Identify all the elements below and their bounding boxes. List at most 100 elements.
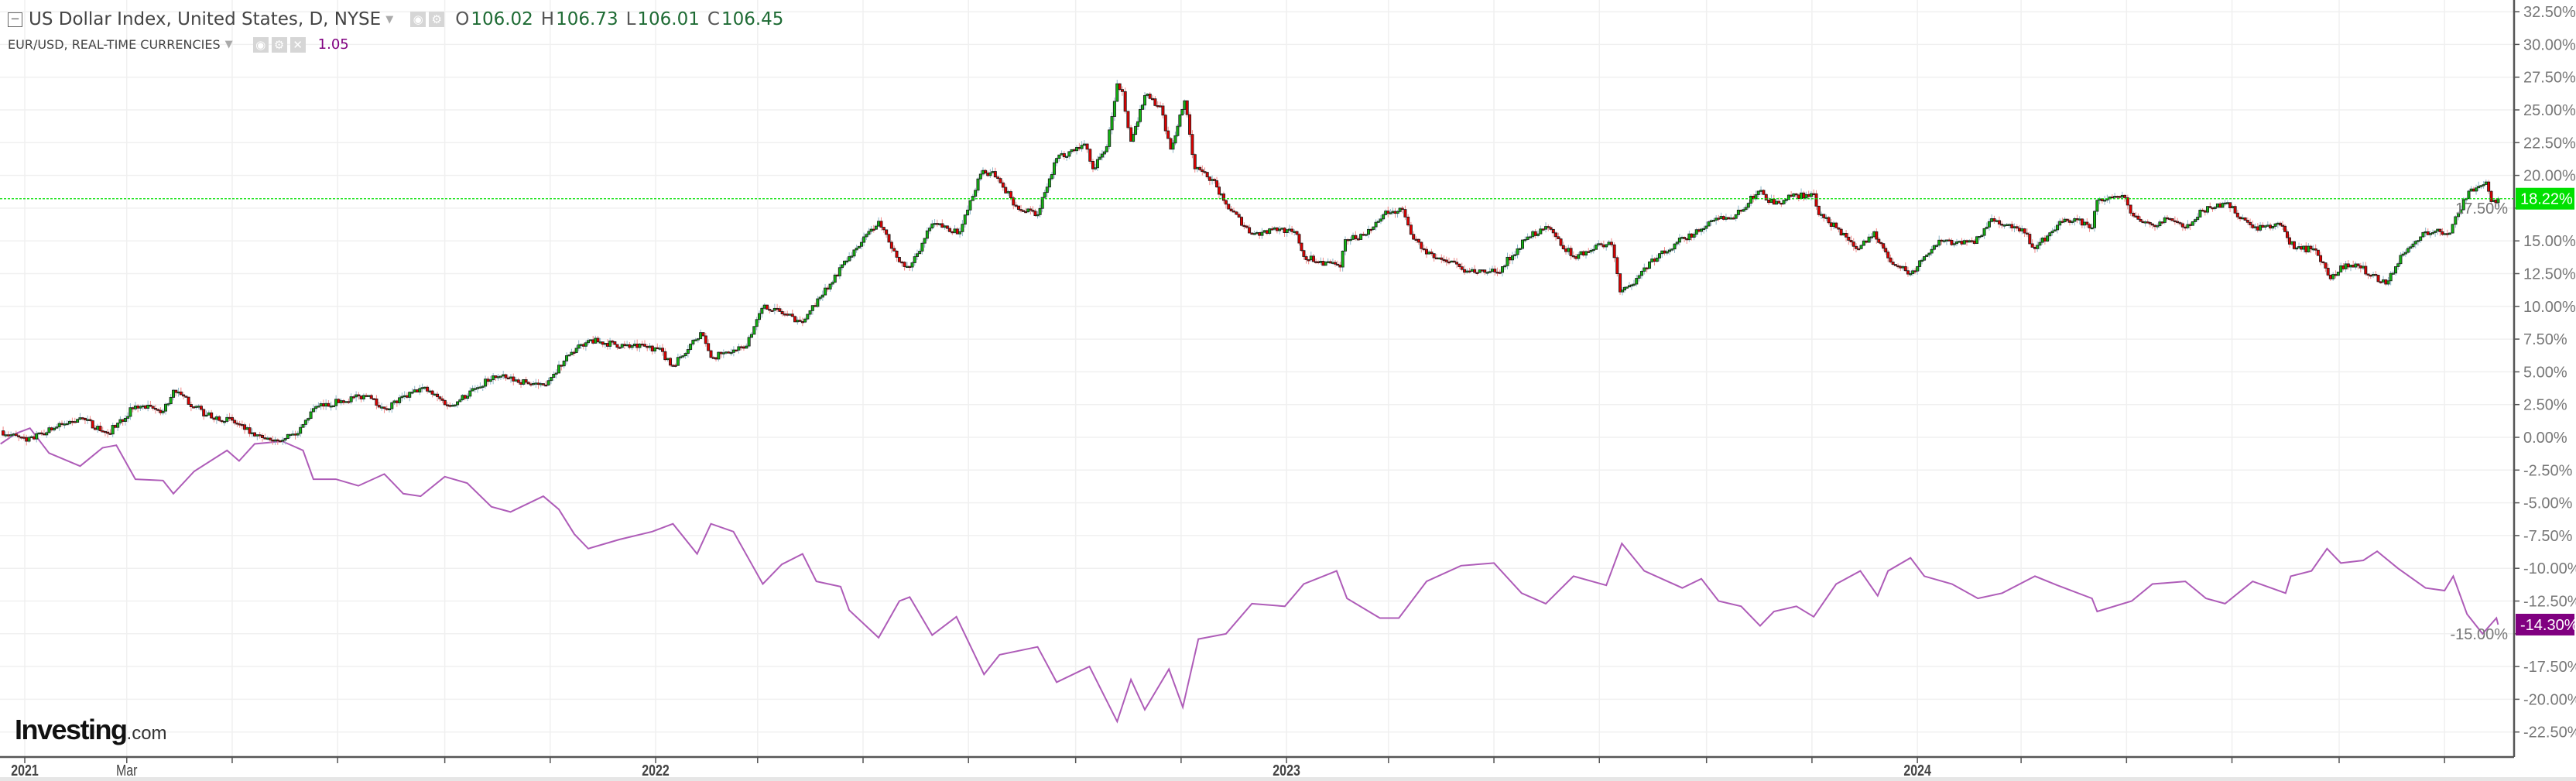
candle [375, 398, 379, 406]
candle [1932, 245, 1936, 250]
candle [2344, 263, 2348, 269]
candle [749, 334, 753, 338]
gear-icon[interactable]: ⚙ [271, 36, 287, 53]
candle [329, 406, 333, 408]
eye-icon[interactable]: ◉ [252, 36, 269, 53]
candle [1732, 218, 1735, 220]
candle [1637, 275, 1641, 279]
candle [925, 230, 929, 239]
candle [1889, 257, 1893, 262]
candle [1978, 235, 1982, 238]
candle [2223, 202, 2227, 205]
investing-logo[interactable]: Investing.com [15, 714, 167, 745]
candle [816, 298, 820, 307]
candle [669, 358, 673, 366]
candle [382, 406, 386, 409]
candle [1045, 187, 1049, 194]
candle [768, 309, 772, 311]
candle [1867, 236, 1871, 243]
candle [681, 355, 685, 358]
candle [1508, 256, 1512, 261]
candle [2413, 241, 2417, 245]
candle [1625, 286, 1629, 289]
candle [679, 356, 683, 358]
candle [988, 172, 992, 176]
candle [2386, 280, 2390, 285]
candle [2311, 248, 2315, 251]
candle [1153, 98, 1157, 106]
candle [635, 343, 639, 348]
caret-down-icon[interactable]: ▼ [224, 39, 233, 50]
gear-icon[interactable]: ⚙ [429, 12, 445, 27]
candle [1918, 260, 1922, 267]
candle [1295, 231, 1299, 235]
candle [1009, 191, 1012, 198]
candle [2382, 279, 2386, 283]
compare-series-title[interactable]: EUR/USD, REAL-TIME CURRENCIES [8, 37, 221, 52]
candle [2203, 210, 2207, 213]
candle [762, 304, 766, 309]
candle [1767, 200, 1771, 204]
candle [473, 388, 477, 390]
candle [887, 234, 891, 243]
candle [1506, 256, 1509, 266]
candle [146, 404, 150, 409]
candle [1923, 256, 1927, 261]
candle [554, 372, 558, 375]
main-series-title[interactable]: US Dollar Index, United States, D, NYSE [29, 9, 382, 29]
candle [1940, 239, 1944, 242]
candle [1916, 266, 1920, 272]
candle [1151, 98, 1155, 101]
candle [212, 417, 216, 420]
x-tick-label: 2022 [642, 762, 670, 779]
candle [45, 432, 49, 436]
candle [895, 250, 899, 258]
candle [2208, 206, 2212, 208]
candle [1102, 151, 1106, 155]
candle [2459, 209, 2463, 214]
candle [549, 377, 553, 382]
candle [803, 318, 807, 323]
candle [1954, 241, 1958, 245]
candle [1807, 194, 1810, 197]
candle [1650, 259, 1654, 262]
candle [478, 386, 482, 389]
candle [250, 432, 254, 434]
candle [339, 400, 343, 403]
candle [2253, 226, 2257, 228]
caret-down-icon[interactable]: ▼ [385, 13, 394, 26]
candle [1668, 249, 1672, 252]
candle [2411, 243, 2415, 248]
candle [2198, 210, 2202, 218]
candle [1820, 214, 1824, 216]
candle [935, 223, 939, 225]
candle [1434, 257, 1438, 259]
candle [194, 406, 198, 408]
candle [405, 395, 409, 398]
candle [1328, 261, 1332, 264]
candle [1218, 187, 1221, 195]
collapse-icon[interactable]: − [8, 12, 22, 27]
candle [438, 396, 442, 399]
close-icon[interactable]: ✕ [289, 36, 306, 53]
candle [1896, 265, 1900, 268]
candle [2366, 273, 2370, 276]
candle [269, 437, 272, 440]
candle [116, 423, 120, 428]
candle [1655, 257, 1659, 262]
candle [2328, 274, 2332, 279]
candle [711, 357, 715, 359]
candle [1334, 262, 1338, 265]
candle [133, 405, 137, 409]
candle [2046, 235, 2050, 242]
grid [0, 0, 2514, 757]
candle [872, 228, 875, 231]
candle [1501, 266, 1505, 273]
candle [176, 391, 180, 394]
last-price-label-main-bg [2516, 187, 2574, 210]
candle [1987, 221, 1991, 228]
eye-icon[interactable]: ◉ [410, 12, 426, 27]
candle [42, 433, 46, 436]
candle [1427, 252, 1431, 255]
